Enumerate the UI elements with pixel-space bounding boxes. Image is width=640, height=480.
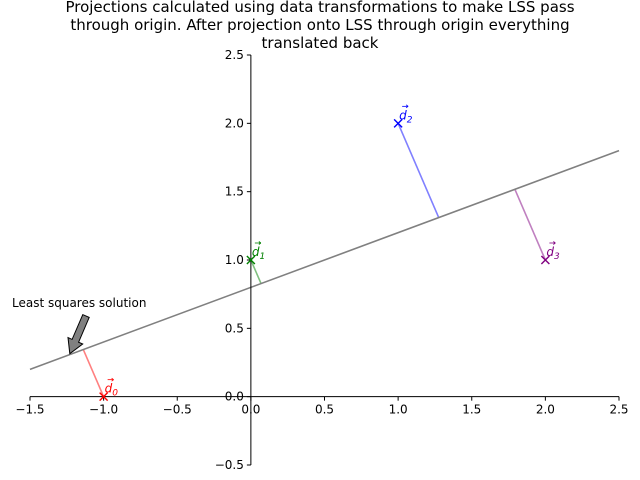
x-tick-label-4: 0.5: [315, 403, 334, 417]
point-d3: [540, 255, 550, 265]
annotation-text: Least squares solution: [12, 296, 146, 310]
svg-text:d2: d2: [399, 108, 413, 125]
projection-line-3: [514, 189, 547, 261]
annotation: Least squares solution: [12, 296, 146, 355]
x-tick-label-7: 2.0: [536, 403, 555, 417]
point-d0: [99, 392, 109, 402]
point-label-d0: d0: [105, 377, 119, 399]
x-tick-label-0: −1.5: [15, 403, 44, 417]
x-tick-label-1: −1.0: [89, 403, 118, 417]
annotation-arrow-icon: [67, 313, 90, 355]
y-tick-label-5: 2.0: [225, 116, 244, 130]
y-tick-label-4: 1.5: [225, 185, 244, 199]
title-line-0: Projections calculated using data transf…: [65, 0, 574, 16]
projection-lines: [82, 123, 547, 397]
axes: −1.5 −1.0 −0.5 0.0 0.5 1.0 1.5 2.0 2.5 −0.5 0.0 0.5…: [15, 48, 628, 472]
x-tick-label-8: 2.5: [609, 403, 628, 417]
x-tick-label-5: 1.0: [389, 403, 408, 417]
title-line-2: translated back: [262, 34, 379, 52]
x-tick-label-3: 0.0: [241, 403, 260, 417]
least-squares-line: [29, 149, 620, 371]
point-d2: [393, 118, 403, 128]
y-tick-label-1: 0.0: [225, 390, 244, 404]
point-label-d3: d3: [546, 241, 560, 262]
y-tick-label-3: 1.0: [225, 253, 244, 267]
projection-line-2: [397, 123, 440, 218]
svg-text:d0: d0: [105, 382, 119, 399]
chart-title: Projections calculated using data transf…: [65, 0, 574, 52]
y-tick-label-2: 0.5: [225, 321, 244, 335]
x-tick-label-2: −0.5: [163, 403, 192, 417]
y-tick-label-0: −0.5: [215, 458, 244, 472]
point-label-d1: d1: [252, 241, 265, 262]
title-line-1: through origin. After projection onto LS…: [70, 16, 569, 34]
lss-line: [29, 149, 620, 371]
projection-line-0: [82, 349, 105, 397]
point-d1: [246, 255, 256, 265]
y-tick-label-6: 2.5: [225, 48, 244, 62]
svg-text:d1: d1: [252, 245, 265, 262]
svg-text:d3: d3: [546, 245, 560, 262]
data-points: d0 d1 d2 d3: [99, 104, 560, 402]
point-label-d2: d2: [399, 104, 413, 125]
projection-line-1: [250, 259, 262, 284]
x-tick-label-6: 1.5: [462, 403, 481, 417]
